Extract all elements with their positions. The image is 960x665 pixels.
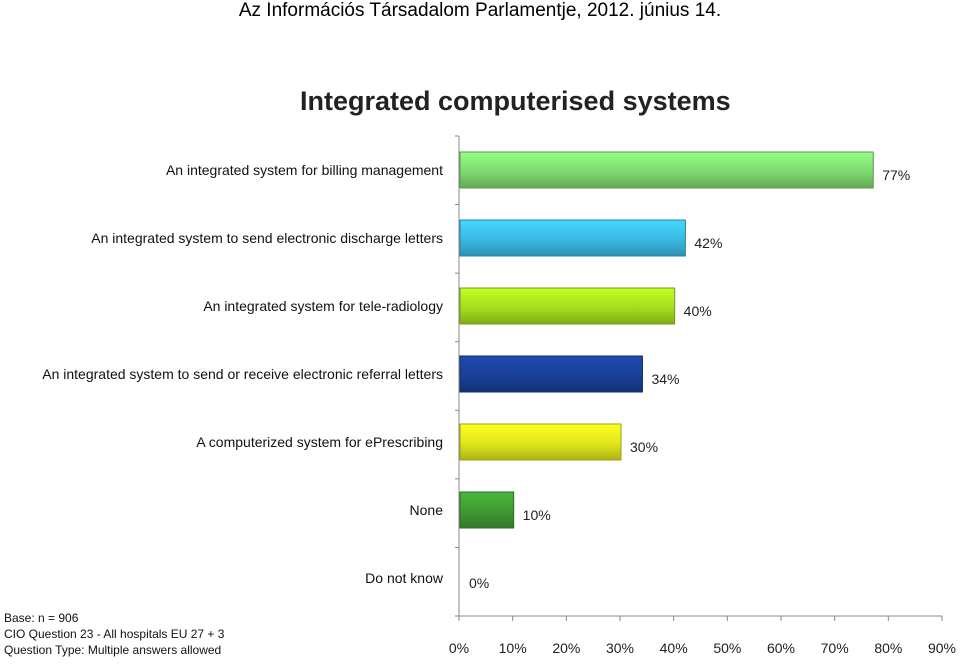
- value-label: 34%: [651, 371, 679, 387]
- bar-4: [459, 423, 622, 461]
- value-label: 0%: [469, 575, 489, 591]
- category-label: An integrated system for billing managem…: [166, 162, 443, 178]
- category-label: An integrated system for tele-radiology: [203, 298, 443, 314]
- category-label: An integrated system to send electronic …: [91, 230, 443, 246]
- value-label: 42%: [694, 235, 722, 251]
- x-tick-label: 0%: [449, 640, 469, 656]
- page-header-title: Az Információs Társadalom Parlamentje, 2…: [238, 0, 722, 21]
- bar-5: [459, 491, 515, 529]
- x-tick-label: 80%: [874, 640, 902, 656]
- x-tick-label: 90%: [928, 640, 956, 656]
- footnote-base: Base: n = 906: [4, 611, 79, 625]
- bar-3: [459, 355, 643, 393]
- bar-0: [459, 151, 874, 189]
- value-label: 10%: [523, 507, 551, 523]
- footnotes: Base: n = 906 CIO Question 23 - All hosp…: [4, 610, 224, 658]
- footnote-question: CIO Question 23 - All hospitals EU 27 + …: [4, 627, 225, 641]
- bar-2: [459, 287, 676, 325]
- category-label: None: [410, 502, 444, 518]
- x-tick-label: 70%: [821, 640, 849, 656]
- chart-labels: 0% 10% 20% 30% 40% 50% 60% 70% 80% 90% An integrat…: [42, 162, 956, 656]
- footnote-question-type: Question Type: Multiple answers allowed: [4, 643, 222, 657]
- value-label: 40%: [684, 303, 712, 319]
- x-tick-label: 60%: [767, 640, 795, 656]
- value-label: 77%: [882, 167, 910, 183]
- x-tick-label: 20%: [552, 640, 580, 656]
- bar-1: [459, 219, 686, 257]
- x-tick-label: 50%: [713, 640, 741, 656]
- chart-title: Integrated computerised systems: [300, 86, 731, 116]
- chart-axes: [455, 135, 943, 621]
- x-tick-label: 40%: [660, 640, 688, 656]
- category-label: An integrated system to send or receive …: [42, 366, 443, 382]
- x-tick-label: 30%: [606, 640, 634, 656]
- x-tick-label: 10%: [499, 640, 527, 656]
- category-label: A computerized system for ePrescribing: [196, 434, 443, 450]
- value-label: 30%: [630, 439, 658, 455]
- chart-bars: [459, 151, 874, 529]
- category-label: Do not know: [365, 570, 444, 586]
